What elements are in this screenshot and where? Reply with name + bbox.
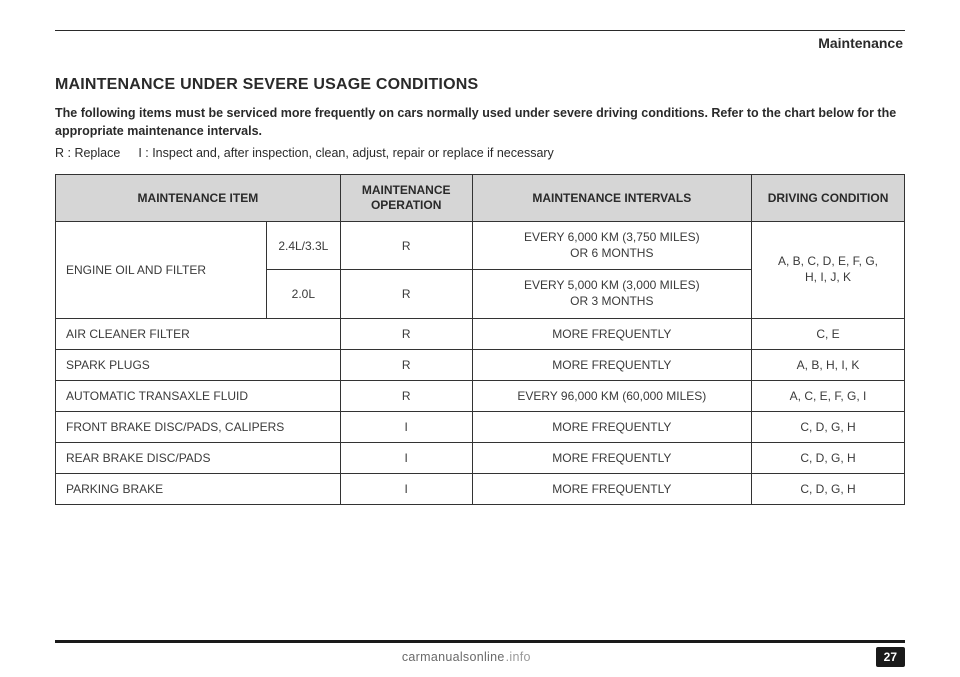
- cell-op: R: [340, 270, 472, 318]
- th-intervals: MAINTENANCE INTERVALS: [472, 175, 751, 222]
- th-operation: MAINTENANCE OPERATION: [340, 175, 472, 222]
- cell-op: I: [340, 411, 472, 442]
- cell-item: SPARK PLUGS: [56, 349, 341, 380]
- cell-condition: C, D, G, H: [752, 473, 905, 504]
- page-number: 27: [876, 647, 905, 667]
- bottom-rule: [55, 640, 905, 643]
- cell-condition: C, D, G, H: [752, 411, 905, 442]
- cell-variant: 2.0L: [266, 270, 340, 318]
- table-row: ENGINE OIL AND FILTER 2.4L/3.3L R EVERY …: [56, 222, 905, 270]
- cell-item: AUTOMATIC TRANSAXLE FLUID: [56, 380, 341, 411]
- legend-i: I : Inspect and, after inspection, clean…: [138, 146, 554, 160]
- cell-op: R: [340, 222, 472, 270]
- cell-condition: C, D, G, H: [752, 442, 905, 473]
- top-rule: [55, 30, 905, 31]
- cell-item: FRONT BRAKE DISC/PADS, CALIPERS: [56, 411, 341, 442]
- page-heading: MAINTENANCE UNDER SEVERE USAGE CONDITION…: [55, 76, 905, 94]
- cell-op: I: [340, 473, 472, 504]
- cell-interval: MORE FREQUENTLY: [472, 442, 751, 473]
- cell-interval: MORE FREQUENTLY: [472, 318, 751, 349]
- table-row: FRONT BRAKE DISC/PADS, CALIPERS I MORE F…: [56, 411, 905, 442]
- table-row: REAR BRAKE DISC/PADS I MORE FREQUENTLY C…: [56, 442, 905, 473]
- cell-condition: A, C, E, F, G, I: [752, 380, 905, 411]
- cell-item: ENGINE OIL AND FILTER: [56, 222, 267, 318]
- table-row: SPARK PLUGS R MORE FREQUENTLY A, B, H, I…: [56, 349, 905, 380]
- legend-text: R : Replace I : Inspect and, after inspec…: [55, 146, 905, 160]
- cell-interval: MORE FREQUENTLY: [472, 473, 751, 504]
- cell-op: R: [340, 380, 472, 411]
- th-item: MAINTENANCE ITEM: [56, 175, 341, 222]
- cell-condition: A, B, C, D, E, F, G,H, I, J, K: [752, 222, 905, 318]
- cell-condition: C, E: [752, 318, 905, 349]
- table-row: AIR CLEANER FILTER R MORE FREQUENTLY C, …: [56, 318, 905, 349]
- th-condition: DRIVING CONDITION: [752, 175, 905, 222]
- watermark: carmanualsonline.info: [402, 650, 531, 664]
- footer: carmanualsonline.info 27: [0, 640, 960, 677]
- cell-item: REAR BRAKE DISC/PADS: [56, 442, 341, 473]
- cell-op: I: [340, 442, 472, 473]
- page-content: Maintenance MAINTENANCE UNDER SEVERE USA…: [0, 0, 960, 505]
- table-row: AUTOMATIC TRANSAXLE FLUID R EVERY 96,000…: [56, 380, 905, 411]
- maintenance-table: MAINTENANCE ITEM MAINTENANCE OPERATION M…: [55, 174, 905, 504]
- cell-variant: 2.4L/3.3L: [266, 222, 340, 270]
- cell-interval: MORE FREQUENTLY: [472, 349, 751, 380]
- cell-op: R: [340, 318, 472, 349]
- legend-r: R : Replace: [55, 146, 120, 160]
- cell-item: PARKING BRAKE: [56, 473, 341, 504]
- cell-interval: EVERY 5,000 KM (3,000 MILES)OR 3 MONTHS: [472, 270, 751, 318]
- table-header-row: MAINTENANCE ITEM MAINTENANCE OPERATION M…: [56, 175, 905, 222]
- cell-interval: EVERY 96,000 KM (60,000 MILES): [472, 380, 751, 411]
- cell-interval: MORE FREQUENTLY: [472, 411, 751, 442]
- section-label: Maintenance: [55, 35, 905, 51]
- intro-text: The following items must be serviced mor…: [55, 104, 905, 140]
- cell-interval: EVERY 6,000 KM (3,750 MILES)OR 6 MONTHS: [472, 222, 751, 270]
- table-row: PARKING BRAKE I MORE FREQUENTLY C, D, G,…: [56, 473, 905, 504]
- cell-condition: A, B, H, I, K: [752, 349, 905, 380]
- cell-op: R: [340, 349, 472, 380]
- cell-item: AIR CLEANER FILTER: [56, 318, 341, 349]
